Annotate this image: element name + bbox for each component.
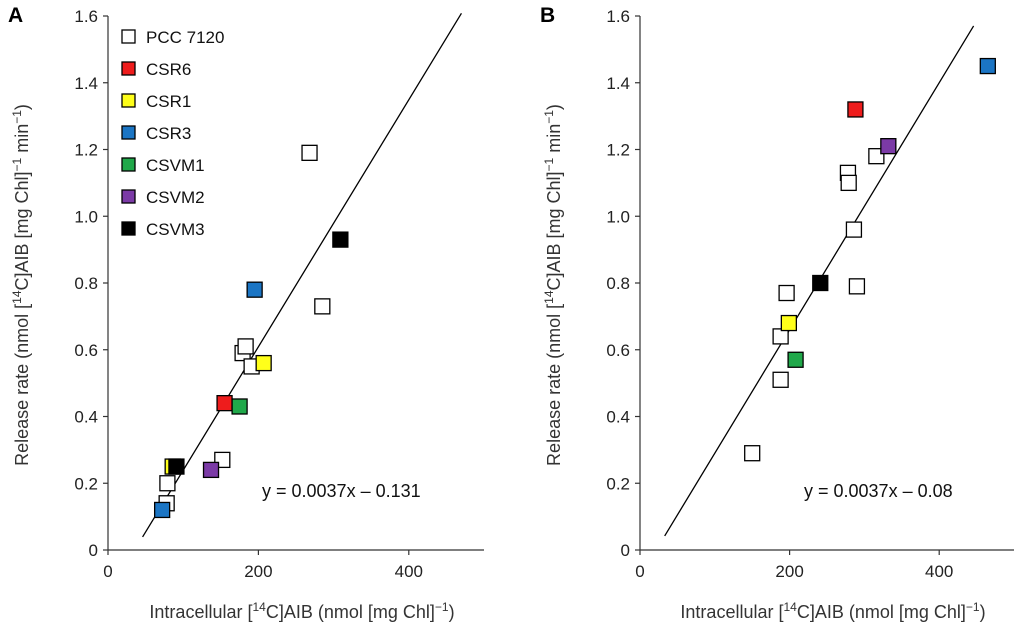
point-csvm1 — [787, 351, 804, 368]
regression-equation: y = 0.0037x – 0.131 — [262, 481, 421, 501]
y-axis-title: Release rate (nmol [14C]AIB [mg Chl]−1 m… — [10, 104, 32, 466]
point-csvm2 — [880, 138, 897, 155]
x-axis-title: Intracellular [14C]AIB (nmol [mg Chl]−1) — [680, 600, 985, 622]
legend: PCC 7120 CSR6 CSR1 CSR3 CSVM1 CSVM2 CSVM3 — [121, 28, 224, 239]
point-pcc-7120 — [868, 148, 885, 165]
y-tick-label: 1.4 — [606, 74, 630, 93]
legend-swatch — [121, 125, 136, 140]
y-tick-label: 0.4 — [606, 408, 630, 427]
point-csr1 — [780, 314, 798, 332]
point-csr3 — [246, 281, 263, 298]
legend-label: CSR1 — [146, 92, 191, 111]
point-csr6 — [847, 101, 864, 118]
y-tick-label: 0 — [621, 541, 630, 560]
panel-a: A 0 0.2 0.4 0.6 0.8 1.0 1.2 1.4 1.6 0 200 400 Intrace… — [8, 4, 484, 622]
point-pcc-7120 — [772, 371, 789, 388]
point-csvm3 — [332, 231, 349, 248]
point-csvm3 — [168, 458, 185, 475]
point-pcc-7120 — [845, 221, 863, 238]
x-tick-label: 400 — [395, 562, 423, 581]
y-tick-label: 0.6 — [606, 341, 630, 360]
x-tick-label: 200 — [244, 562, 272, 581]
point-csr1 — [255, 354, 272, 372]
legend-label: CSVM1 — [146, 156, 205, 175]
point-pcc-7120 — [848, 278, 866, 295]
legend-swatch — [121, 93, 136, 108]
y-axis-title: Release rate (nmol [14C]AIB [mg Chl]−1 m… — [542, 104, 564, 466]
panel-label: B — [540, 4, 555, 27]
legend-label: CSR3 — [146, 124, 191, 143]
point-pcc-7120 — [778, 284, 795, 302]
y-tick-label: 0.8 — [606, 274, 630, 293]
legend-swatch — [121, 29, 136, 44]
x-axis-title: Intracellular [14C]AIB (nmol [mg Chl]−1) — [149, 600, 454, 622]
y-tick-label: 0 — [89, 541, 98, 560]
legend-swatch — [121, 189, 136, 204]
y-tick-label: 1.6 — [74, 7, 98, 26]
legend-label: PCC 7120 — [146, 28, 224, 47]
legend-label: CSR6 — [146, 60, 191, 79]
point-pcc-7120 — [237, 338, 254, 355]
legend-label: CSVM3 — [146, 220, 205, 239]
y-tick-label: 1.6 — [606, 7, 630, 26]
y-tick-label: 0.4 — [74, 408, 98, 427]
y-tick-label: 0.6 — [74, 341, 98, 360]
legend-swatch — [121, 61, 136, 76]
point-csvm1 — [231, 398, 248, 415]
y-tick-label: 1.2 — [606, 141, 630, 160]
point-pcc-7120 — [772, 328, 789, 345]
x-tick-label: 200 — [775, 562, 803, 581]
panel-label: A — [8, 4, 23, 27]
regression-line — [142, 12, 462, 538]
point-pcc-7120 — [301, 144, 318, 161]
point-csr6 — [216, 394, 233, 412]
y-tick-label: 1.4 — [74, 74, 98, 93]
point-csr3 — [153, 501, 171, 519]
legend-swatch — [121, 221, 136, 236]
x-tick-label: 0 — [635, 562, 644, 581]
x-tick-label: 0 — [103, 562, 112, 581]
y-tick-label: 1.0 — [74, 207, 98, 226]
panel-b: B 0 0.2 0.4 0.6 0.8 1.0 1.2 1.4 1.6 0 200 400 Intrace… — [540, 4, 1014, 622]
point-pcc-7120 — [744, 445, 761, 462]
point-pcc-7120 — [159, 475, 176, 492]
point-pcc-7120 — [314, 298, 331, 315]
point-pcc-7120 — [840, 174, 857, 192]
x-tick-label: 400 — [925, 562, 953, 581]
point-csr3 — [979, 57, 996, 75]
y-tick-label: 1.2 — [74, 141, 98, 160]
legend-label: CSVM2 — [146, 188, 205, 207]
legend-swatch — [121, 157, 136, 172]
point-csvm2 — [202, 461, 220, 479]
y-tick-label: 0.8 — [74, 274, 98, 293]
point-csvm3 — [812, 274, 829, 292]
regression-equation: y = 0.0037x – 0.08 — [804, 481, 953, 501]
y-tick-label: 0.2 — [74, 474, 98, 493]
y-tick-label: 0.2 — [606, 474, 630, 493]
y-tick-label: 1.0 — [606, 207, 630, 226]
